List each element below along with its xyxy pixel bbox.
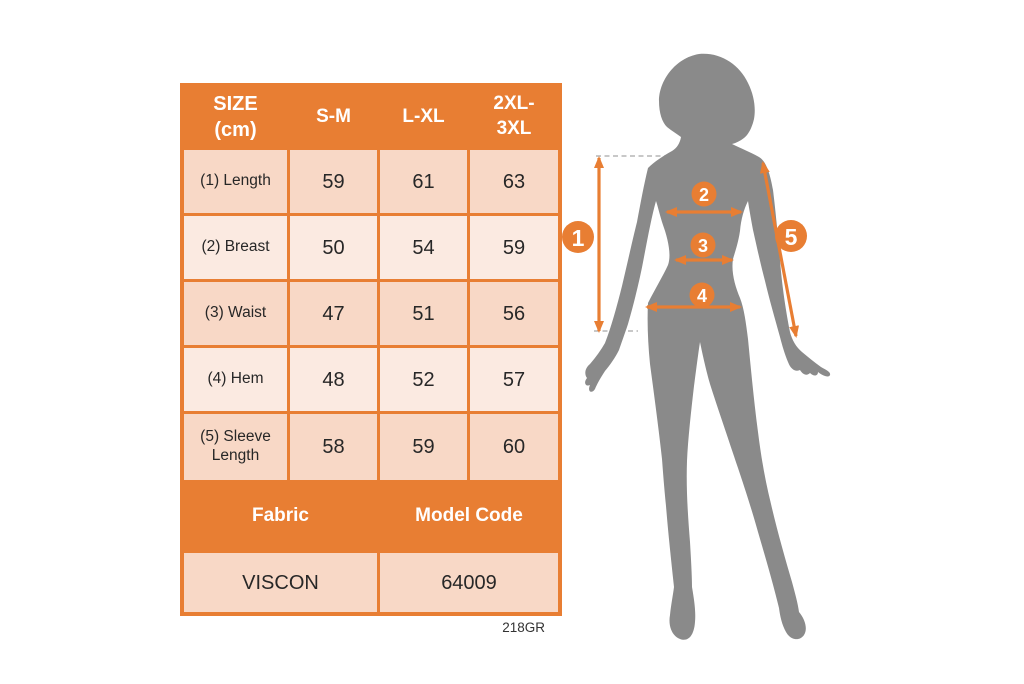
length-s-m: 59 bbox=[290, 150, 377, 213]
measurement-badge-1 bbox=[562, 221, 594, 253]
measurement-badge-4 bbox=[689, 282, 715, 308]
waist-2xl-3xl: 56 bbox=[470, 282, 558, 345]
size-chart-table: SIZE (cm) S-M L-XL 2XL- 3XL (1) Length 5… bbox=[180, 83, 562, 616]
row-label-length: (1) Length bbox=[184, 150, 287, 213]
col-header-2xl-3xl: 2XL- 3XL bbox=[470, 87, 558, 147]
style-code-footnote: 218GR bbox=[502, 620, 545, 635]
waist-s-m: 47 bbox=[290, 282, 377, 345]
model-code-value: 64009 bbox=[380, 553, 558, 612]
sleeve-arrow bbox=[759, 161, 800, 338]
sleeve-s-m: 58 bbox=[290, 414, 377, 480]
measurement-badge-3 bbox=[690, 232, 716, 258]
col-header-size-cm: SIZE (cm) bbox=[184, 87, 287, 147]
measurement-badge-5 bbox=[775, 220, 807, 252]
badge-5-number: 5 bbox=[785, 224, 798, 250]
breast-s-m: 50 bbox=[290, 216, 377, 279]
row-label-hem: (4) Hem bbox=[184, 348, 287, 411]
waist-l-xl: 51 bbox=[380, 282, 467, 345]
body-silhouette bbox=[585, 53, 831, 640]
row-label-breast: (2) Breast bbox=[184, 216, 287, 279]
badge-3-number: 3 bbox=[698, 236, 708, 256]
breast-2xl-3xl: 59 bbox=[470, 216, 558, 279]
hem-s-m: 48 bbox=[290, 348, 377, 411]
measurement-badge-2 bbox=[691, 181, 717, 207]
hem-l-xl: 52 bbox=[380, 348, 467, 411]
badge-4-number: 4 bbox=[697, 286, 707, 306]
sleeve-l-xl: 59 bbox=[380, 414, 467, 480]
row-label-waist: (3) Waist bbox=[184, 282, 287, 345]
col-header-l-xl: L-XL bbox=[380, 87, 467, 147]
length-l-xl: 61 bbox=[380, 150, 467, 213]
model-code-header: Model Code bbox=[380, 483, 558, 550]
row-label-sleeve-length: (5) Sleeve Length bbox=[184, 414, 287, 480]
hem-2xl-3xl: 57 bbox=[470, 348, 558, 411]
length-2xl-3xl: 63 bbox=[470, 150, 558, 213]
breast-l-xl: 54 bbox=[380, 216, 467, 279]
col-header-s-m: S-M bbox=[290, 87, 377, 147]
sleeve-2xl-3xl: 60 bbox=[470, 414, 558, 480]
badge-2-number: 2 bbox=[699, 185, 709, 205]
fabric-header: Fabric bbox=[184, 483, 377, 550]
badge-1-number: 1 bbox=[572, 225, 585, 251]
measurement-figure: 1 2 3 4 5 bbox=[562, 53, 831, 640]
fabric-value: VISCON bbox=[184, 553, 377, 612]
